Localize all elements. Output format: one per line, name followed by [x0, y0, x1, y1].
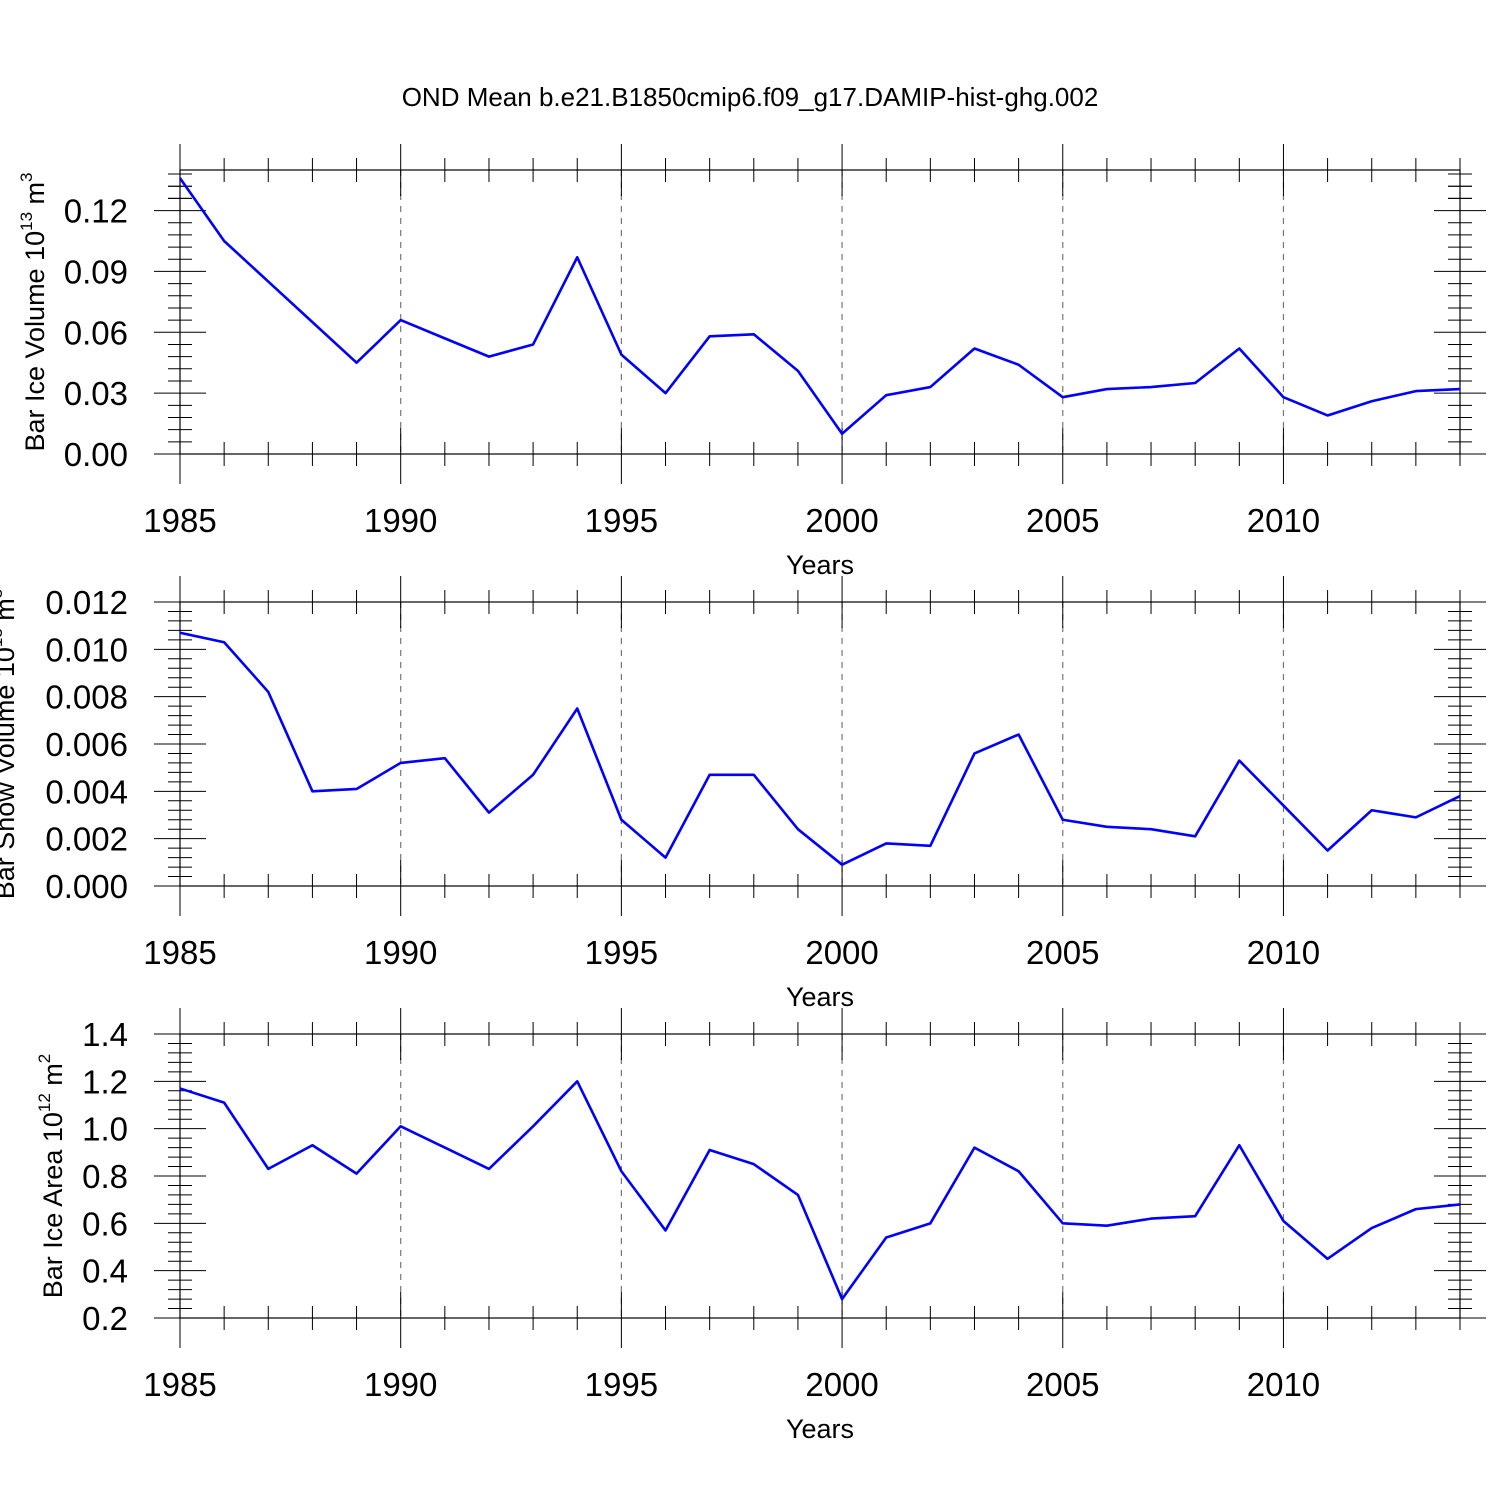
y-tick-label: 0.03	[64, 375, 128, 412]
x-tick-label: 2010	[1247, 934, 1320, 971]
y-axis-title: Bar Ice Volume 1013 m3	[17, 172, 50, 451]
x-tick-label: 1990	[364, 502, 437, 539]
y-axis-title-text: m	[38, 1063, 68, 1093]
y-axis-title-superscript: 3	[17, 172, 36, 181]
x-tick-label: 2005	[1026, 934, 1099, 971]
figure-title: OND Mean b.e21.B1850cmip6.f09_g17.DAMIP-…	[402, 82, 1099, 112]
x-tick-label: 2010	[1247, 502, 1320, 539]
x-tick-label: 1990	[364, 1366, 437, 1403]
y-tick-label: 0.8	[82, 1158, 128, 1195]
y-axis-title-text: Bar Ice Volume 10	[20, 231, 50, 452]
y-tick-label: 0.012	[45, 584, 128, 621]
series-line	[179, 631, 1461, 866]
y-axis-title-text: Bar Snow Volume 10	[0, 647, 20, 899]
y-axis-title-text: m	[20, 182, 50, 212]
y-tick-label: 0.000	[45, 868, 128, 905]
x-axis-title: Years	[786, 982, 854, 1012]
y-axis-title-superscript: 3	[0, 589, 6, 598]
x-tick-label: 1995	[585, 502, 658, 539]
y-tick-label: 0.12	[64, 193, 128, 230]
y-tick-label: 0.06	[64, 314, 128, 351]
y-axis-title-superscript: 2	[35, 1054, 54, 1063]
x-tick-label: 2000	[805, 934, 878, 971]
series-line	[179, 1080, 1461, 1301]
y-tick-label: 1.2	[82, 1063, 128, 1100]
plot-frame	[179, 601, 1461, 887]
x-tick-label: 2000	[805, 502, 878, 539]
y-axis-title-text: Bar Ice Area 10	[38, 1112, 68, 1298]
y-axis-title: Bar Ice Area 1012 m2	[35, 1054, 68, 1299]
chart-panel-1: 1985 1990 1995 2000 2005 2010 0.00 0.03 0.06 0.09…	[17, 144, 1486, 580]
x-tick-label: 2005	[1026, 1366, 1099, 1403]
plot-frame	[179, 1033, 1461, 1319]
x-tick-label: 2010	[1247, 1366, 1320, 1403]
y-tick-label: 1.4	[82, 1016, 128, 1053]
y-tick-label: 0.09	[64, 253, 128, 290]
chart-panels: 1985 1990 1995 2000 2005 2010 0.00 0.03 0.06 0.09…	[0, 144, 1486, 1444]
x-axis-title: Years	[786, 550, 854, 580]
y-axis-title: Bar Snow Volume 1013 m3	[0, 589, 20, 900]
y-tick-label: 0.4	[82, 1253, 128, 1290]
y-tick-label: 0.008	[45, 679, 128, 716]
y-tick-label: 0.010	[45, 631, 128, 668]
y-axis-title-superscript: 13	[0, 628, 6, 647]
x-tick-label: 1990	[364, 934, 437, 971]
x-tick-label: 1995	[585, 934, 658, 971]
x-axis-title: Years	[786, 1414, 854, 1444]
x-tick-label: 1985	[143, 934, 216, 971]
y-tick-label: 0.006	[45, 726, 128, 763]
y-axis-title-superscript: 12	[35, 1093, 54, 1112]
plot-frame	[179, 169, 1461, 455]
y-tick-label: 0.004	[45, 773, 128, 810]
y-tick-label: 0.002	[45, 821, 128, 858]
y-axis-title-text: m	[0, 598, 20, 628]
chart-panel-2: 1985 1990 1995 2000 2005 2010 0.000 0.002 0.004 0…	[0, 576, 1486, 1012]
y-tick-label: 0.2	[82, 1300, 128, 1337]
x-tick-label: 2000	[805, 1366, 878, 1403]
chart-panel-3: 1985 1990 1995 2000 2005 2010 0.2 0.4 0.6 0.8 1.0 1…	[35, 1008, 1486, 1444]
series-line	[178, 177, 1461, 436]
x-tick-label: 1985	[143, 502, 216, 539]
y-axis-title-superscript: 13	[17, 212, 36, 231]
y-tick-label: 1.0	[82, 1111, 128, 1148]
x-tick-label: 1985	[143, 1366, 216, 1403]
x-tick-label: 2005	[1026, 502, 1099, 539]
y-tick-label: 0.6	[82, 1205, 128, 1242]
y-tick-label: 0.00	[64, 436, 128, 473]
x-tick-label: 1995	[585, 1366, 658, 1403]
